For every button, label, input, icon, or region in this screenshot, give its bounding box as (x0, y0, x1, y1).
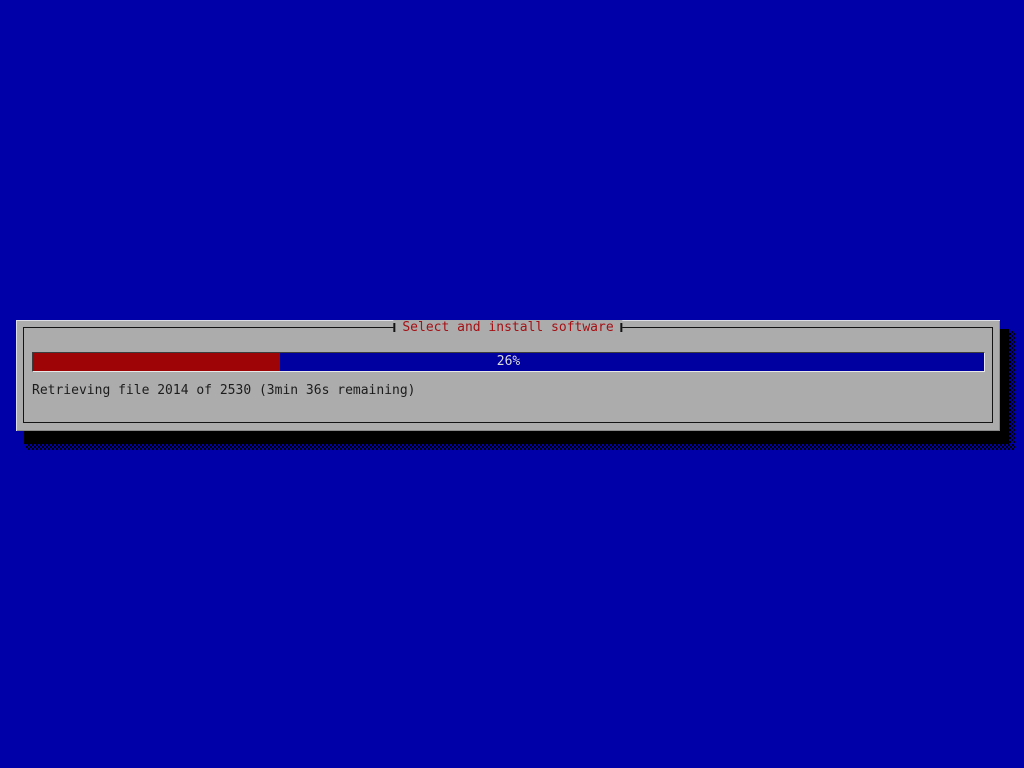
install-progress-dialog: Select and install software 26% Retrievi… (16, 320, 1000, 431)
title-right-tick (620, 323, 623, 332)
status-text: Retrieving file 2014 of 2530 (3min 36s r… (32, 383, 416, 398)
dialog-inner-border: Select and install software 26% Retrievi… (23, 320, 993, 423)
dialog-shadow-right-dither (1009, 331, 1015, 443)
progress-percent-label: 26% (496, 354, 521, 369)
dialog-shadow-bottom-dither (26, 444, 1015, 450)
progress-bar: 26% (32, 352, 985, 372)
progress-bar-fill (33, 353, 281, 371)
dialog-shadow-bottom (24, 431, 1009, 444)
dialog-title: Select and install software (402, 320, 614, 335)
dialog-shadow-right (1000, 329, 1009, 443)
dialog-title-bar: Select and install software (393, 320, 623, 335)
title-left-tick (393, 323, 396, 332)
